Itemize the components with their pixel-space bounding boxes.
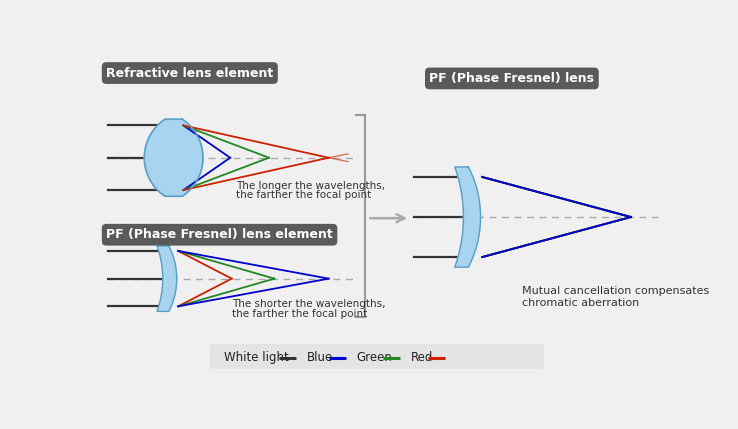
Text: Red: Red [411, 351, 433, 365]
Text: The shorter the wavelengths,: The shorter the wavelengths, [232, 299, 385, 309]
Text: chromatic aberration: chromatic aberration [523, 298, 640, 308]
Text: the farther the focal point: the farther the focal point [235, 190, 371, 200]
Text: PF (Phase Fresnel) lens: PF (Phase Fresnel) lens [430, 72, 594, 85]
Text: Refractive lens element: Refractive lens element [106, 66, 274, 79]
Text: White light: White light [224, 351, 289, 365]
Text: The longer the wavelengths,: The longer the wavelengths, [235, 181, 384, 191]
Polygon shape [145, 119, 203, 196]
Polygon shape [455, 167, 480, 267]
FancyBboxPatch shape [210, 344, 544, 369]
Polygon shape [157, 246, 176, 311]
Text: Mutual cancellation compensates: Mutual cancellation compensates [523, 286, 710, 296]
Text: Green: Green [356, 351, 393, 365]
Text: Blue: Blue [307, 351, 334, 365]
Text: PF (Phase Fresnel) lens element: PF (Phase Fresnel) lens element [106, 228, 333, 241]
Text: the farther the focal point: the farther the focal point [232, 308, 367, 319]
